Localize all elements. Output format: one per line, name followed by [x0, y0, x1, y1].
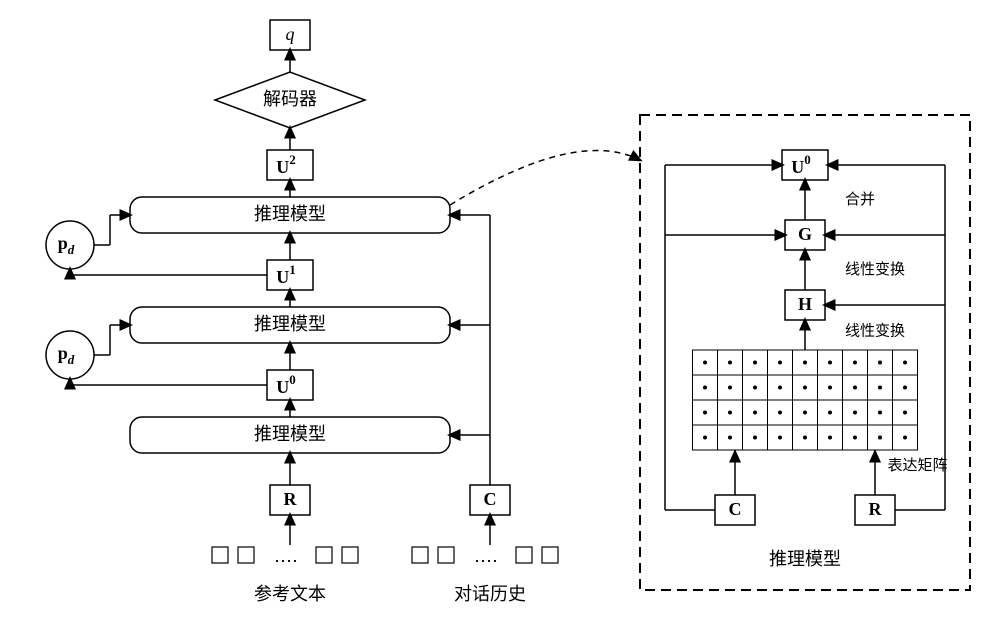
- svg-text:C: C: [729, 499, 742, 519]
- svg-text:‥‥: ‥‥: [474, 546, 498, 566]
- svg-text:合并: 合并: [845, 191, 875, 208]
- svg-text:C: C: [484, 489, 497, 509]
- svg-text:H: H: [798, 294, 812, 314]
- svg-text:q: q: [286, 24, 295, 44]
- diagram-root: q解码器U2推理模型U1推理模型U0推理模型RCpdpd‥‥‥‥参考文本对话历史…: [0, 0, 1000, 631]
- svg-text:推理模型: 推理模型: [769, 549, 841, 569]
- svg-text:对话历史: 对话历史: [454, 584, 526, 604]
- detail-pointer: [450, 150, 640, 205]
- svg-text:R: R: [869, 499, 883, 519]
- svg-text:解码器: 解码器: [263, 89, 317, 109]
- svg-text:推理模型: 推理模型: [254, 314, 326, 334]
- svg-text:表达矩阵: 表达矩阵: [888, 457, 948, 474]
- svg-text:R: R: [284, 489, 298, 509]
- svg-text:参考文本: 参考文本: [254, 584, 326, 604]
- svg-text:线性变换: 线性变换: [845, 323, 905, 340]
- svg-text:G: G: [798, 224, 812, 244]
- svg-text:‥‥: ‥‥: [274, 546, 298, 566]
- svg-text:推理模型: 推理模型: [254, 424, 326, 444]
- svg-text:线性变换: 线性变换: [845, 261, 905, 278]
- svg-text:推理模型: 推理模型: [254, 204, 326, 224]
